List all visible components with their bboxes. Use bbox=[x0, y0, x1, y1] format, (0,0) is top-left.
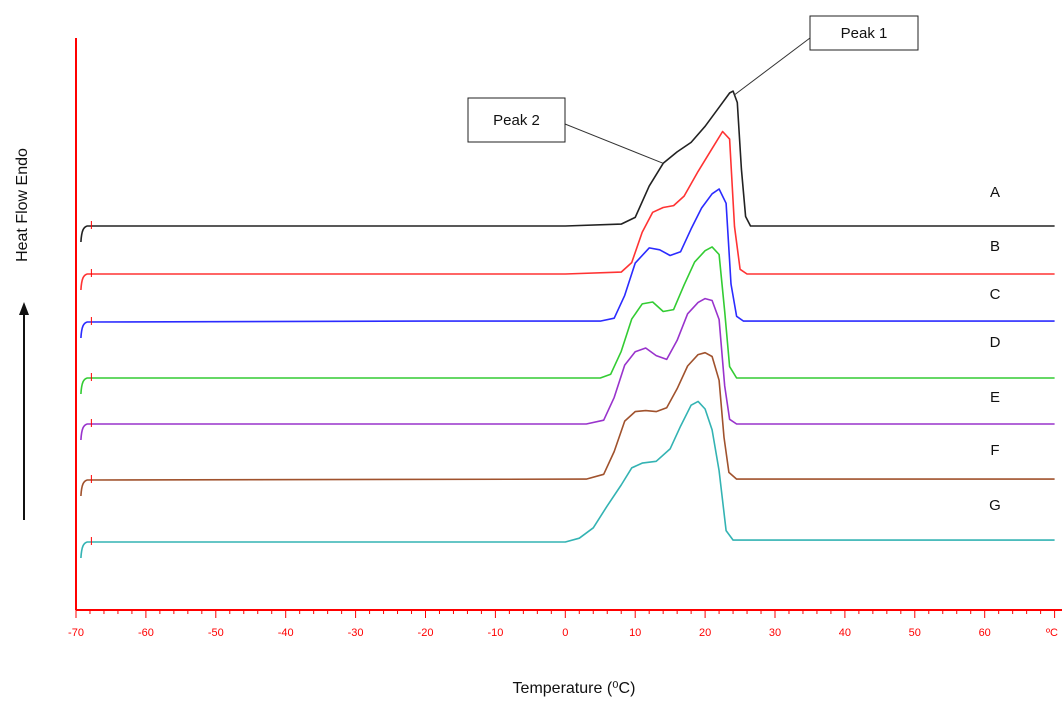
series-line-F bbox=[80, 351, 1055, 497]
x-tick-label: 40 bbox=[839, 627, 851, 639]
x-tick-label: -10 bbox=[487, 627, 503, 639]
annotation-layer: Peak 1 Peak 2 bbox=[467, 15, 919, 164]
callout-box bbox=[467, 97, 566, 143]
series-line-D bbox=[80, 246, 1055, 395]
callout-label: Peak 2 bbox=[493, 112, 540, 129]
callout-box bbox=[809, 15, 919, 51]
x-tick-label: -30 bbox=[348, 627, 364, 639]
series-label-A: A bbox=[990, 184, 1000, 201]
series-label-F: F bbox=[990, 442, 999, 459]
series-label-layer: A B C D E F G bbox=[989, 184, 1001, 514]
x-tick-label: -20 bbox=[418, 627, 434, 639]
series-label-G: G bbox=[989, 497, 1001, 514]
series-label-D: D bbox=[990, 334, 1001, 351]
x-tick-label: 60 bbox=[979, 627, 991, 639]
x-tick-label: 0 bbox=[562, 627, 568, 639]
series-line-A bbox=[80, 90, 1055, 243]
x-tick-label: -50 bbox=[208, 627, 224, 639]
series-label-B: B bbox=[990, 238, 1000, 255]
series-label-E: E bbox=[990, 389, 1000, 406]
arrow-head-icon bbox=[19, 302, 29, 315]
x-tick-label: -40 bbox=[278, 627, 294, 639]
callout-leader bbox=[734, 37, 811, 96]
x-tick-label: -60 bbox=[138, 627, 154, 639]
y-axis-title: Heat Flow Endo bbox=[14, 148, 31, 262]
series-line-E bbox=[80, 297, 1055, 441]
series-line-B bbox=[80, 130, 1055, 291]
x-tick-layer: -70 -60 -50 -40 -30 -20 -10 0 10 20 30 40 50 60 ºC bbox=[68, 610, 1058, 639]
series-line-C bbox=[80, 188, 1055, 339]
callout-leader bbox=[564, 123, 664, 164]
x-axis-title: Temperature (⁰C) bbox=[513, 680, 636, 697]
x-tick-label: ºC bbox=[1046, 627, 1058, 639]
x-tick-label: 50 bbox=[909, 627, 921, 639]
series-label-C: C bbox=[990, 286, 1001, 303]
x-tick-label: 10 bbox=[629, 627, 641, 639]
x-tick-label: 30 bbox=[769, 627, 781, 639]
x-tick-label: 20 bbox=[699, 627, 711, 639]
series-layer bbox=[80, 90, 1055, 559]
callout-label: Peak 1 bbox=[841, 25, 888, 42]
series-line-G bbox=[80, 400, 1055, 559]
x-tick-label: -70 bbox=[68, 627, 84, 639]
